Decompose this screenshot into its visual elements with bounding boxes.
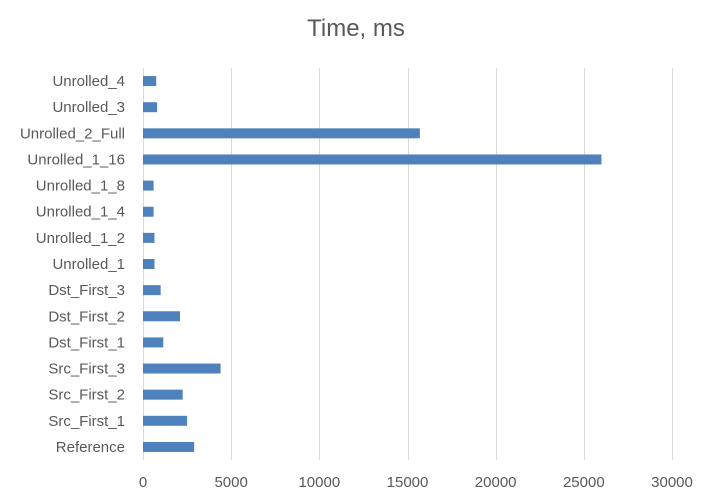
x-tick-label: 30000 <box>651 474 693 491</box>
value-axis-labels: 0 5000 10000 15000 20000 25000 30000 <box>139 474 693 491</box>
bar <box>143 363 221 374</box>
category-label: Src_First_1 <box>48 413 125 430</box>
category-label: Src_First_3 <box>48 361 125 378</box>
category-label: Unrolled_1_8 <box>36 178 125 195</box>
bar <box>143 415 188 426</box>
bar <box>143 102 158 113</box>
x-tick-label: 25000 <box>563 474 605 491</box>
bar <box>143 232 155 243</box>
category-label: Unrolled_1_16 <box>27 151 125 168</box>
category-label: Unrolled_2_Full <box>20 125 125 142</box>
x-tick-label: 20000 <box>475 474 517 491</box>
bar <box>143 154 602 165</box>
bar <box>143 76 157 87</box>
x-tick-label: 5000 <box>214 474 247 491</box>
gridlines <box>143 68 673 460</box>
category-label: Unrolled_1_2 <box>36 230 125 247</box>
category-label: Src_First_2 <box>48 387 125 404</box>
bar <box>143 285 161 296</box>
category-axis-labels: Reference Src_First_1 Src_First_2 Src_First… <box>20 73 125 456</box>
category-label: Dst_First_3 <box>48 282 125 299</box>
x-tick-label: 0 <box>139 474 147 491</box>
x-tick-label: 10000 <box>298 474 340 491</box>
category-label: Unrolled_3 <box>52 99 125 116</box>
x-tick-label: 15000 <box>387 474 429 491</box>
bar <box>143 311 181 322</box>
category-label: Reference <box>56 439 125 456</box>
bar <box>143 206 154 217</box>
category-label: Unrolled_4 <box>52 73 125 90</box>
category-label: Dst_First_1 <box>48 334 125 351</box>
bar <box>143 389 183 400</box>
bar <box>143 259 155 269</box>
bar <box>143 441 195 452</box>
chart-title: Time, ms <box>307 15 405 42</box>
bar <box>143 180 154 191</box>
category-label: Unrolled_1 <box>52 256 125 273</box>
bar <box>143 128 420 139</box>
bar <box>143 337 164 348</box>
category-label: Dst_First_2 <box>48 308 125 325</box>
bars <box>143 76 602 452</box>
category-label: Unrolled_1_4 <box>36 204 125 221</box>
